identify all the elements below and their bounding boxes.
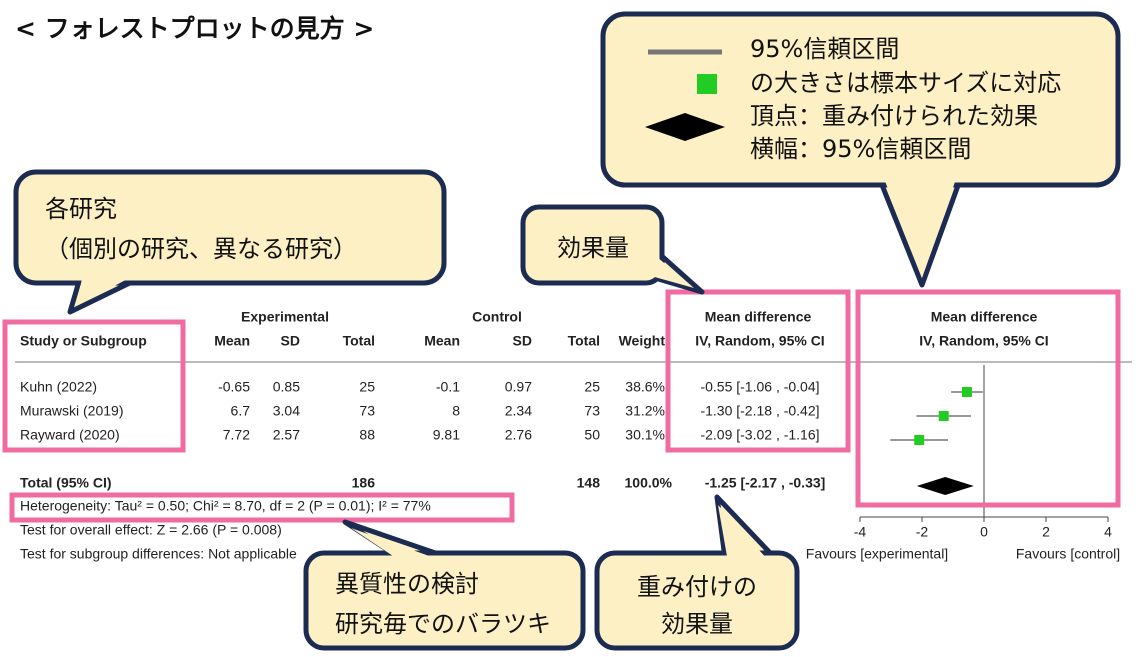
table-cell: 8 [452, 403, 460, 419]
favours-label: Favours [experimental] [806, 546, 948, 562]
callout-text: 横幅：95%信頼区間 [750, 135, 971, 163]
total-cell: 100.0% [625, 475, 673, 491]
study-callout: 各研究 （個別の研究、異なる研究） [13, 169, 447, 315]
column-header: SD [281, 333, 300, 349]
note: Heterogeneity: Tau² = 0.50; Chi² = 8.70,… [20, 498, 431, 514]
table-cell: 25 [359, 379, 375, 395]
effect-callout: 効果量 [520, 204, 705, 295]
total-cell: 148 [577, 475, 601, 491]
column-header: Mean [424, 333, 460, 349]
diamond-icon [645, 113, 725, 141]
callout-text: の大きさは標本サイズに対応 [750, 69, 1061, 97]
callout-text: 研究毎でのバラツキ [335, 610, 551, 638]
table-cell: 25 [584, 379, 600, 395]
table-cell: 73 [584, 403, 600, 419]
callout-text: 各研究 [45, 195, 117, 223]
callout-text: 95%信頼区間 [750, 35, 899, 63]
callout-text: 効果量 [661, 610, 733, 638]
table: Experimental Control Mean difference Study … [20, 309, 825, 562]
table-cell: 30.1% [625, 427, 665, 443]
table-cell: -0.55 [-1.06 , -0.04] [700, 379, 819, 395]
column-header: IV, Random, 95% CI [695, 333, 824, 349]
table-cell: -0.1 [436, 379, 460, 395]
study-highlight [2, 319, 186, 453]
column-header: Total [568, 333, 600, 349]
total-cell: Total (95% CI) [20, 475, 112, 491]
favours-label: Favours [control] [1016, 546, 1120, 562]
callout-text: 重み付けの [637, 573, 757, 601]
column-header: Study or Subgroup [20, 333, 147, 349]
table-cell: Murawski (2019) [20, 403, 123, 419]
note: Test for subgroup differences: Not appli… [20, 546, 297, 562]
column-header: SD [513, 333, 532, 349]
table-cell: 2.76 [505, 427, 532, 443]
table-cell: 7.72 [223, 427, 250, 443]
table-cell: 6.7 [231, 403, 251, 419]
legend-callout: 95%信頼区間 の大きさは標本サイズに対応 頂点：重み付けられた効果 横幅：95… [600, 11, 1121, 288]
point-estimate [938, 411, 949, 421]
table-cell: 50 [584, 427, 600, 443]
tick-label: 2 [1042, 524, 1050, 540]
heterogeneity-highlight [9, 492, 515, 523]
table-cell: -2.09 [-3.02 , -1.16] [700, 427, 819, 443]
table-cell: 38.6% [625, 379, 665, 395]
tick-label: 0 [980, 524, 988, 540]
group-header: Experimental [241, 309, 329, 325]
forest-header: Mean difference [931, 309, 1038, 325]
table-cell: 2.57 [273, 427, 300, 443]
group-header: Control [472, 309, 522, 325]
total-cell: 186 [352, 475, 376, 491]
table-cell: 3.04 [273, 403, 300, 419]
heterogeneity-callout: 異質性の検討 研究毎でのバラツキ [303, 519, 586, 651]
forest-header: IV, Random, 95% CI [919, 333, 1048, 349]
table-cell: 73 [359, 403, 375, 419]
square-icon [697, 74, 717, 94]
table-cell: 9.81 [433, 427, 460, 443]
table-cell: Kuhn (2022) [20, 379, 97, 395]
column-header: Mean [214, 333, 250, 349]
title: < フォレストプロットの見方 > [15, 14, 374, 43]
callout-text: （個別の研究、異なる研究） [45, 235, 357, 263]
table-cell: -1.30 [-2.18 , -0.42] [700, 403, 819, 419]
column-header: Weight [619, 333, 666, 349]
column-header: Total [343, 333, 375, 349]
total-cell: -1.25 [-2.17 , -0.33] [705, 475, 826, 491]
forest-plot: Mean difference IV, Random, 95% CI -4 -2 0 2 4… [806, 309, 1120, 562]
tick-label: -2 [916, 524, 929, 540]
tick-label: 4 [1104, 524, 1112, 540]
effect-highlight [665, 289, 851, 453]
summary-diamond [916, 477, 974, 495]
table-cell: Rayward (2020) [20, 427, 120, 443]
table-cell: 88 [359, 427, 375, 443]
table-cell: 0.85 [273, 379, 300, 395]
tick-label: -4 [854, 524, 867, 540]
table-cell: 31.2% [625, 403, 665, 419]
table-cell: 2.34 [505, 403, 532, 419]
callout-text: 頂点：重み付けられた効果 [750, 102, 1038, 130]
note: Test for overall effect: Z = 2.66 (P = 0… [20, 522, 282, 538]
callout-text: 異質性の検討 [335, 570, 479, 598]
callout-text: 効果量 [557, 234, 629, 262]
table-cell: -0.65 [218, 379, 250, 395]
point-estimate [961, 387, 972, 397]
weighted-callout: 重み付けの 効果量 [594, 494, 800, 651]
point-estimate [914, 435, 925, 445]
column-header: Mean difference [705, 309, 812, 325]
table-cell: 0.97 [505, 379, 532, 395]
forest-highlight [855, 289, 1121, 508]
